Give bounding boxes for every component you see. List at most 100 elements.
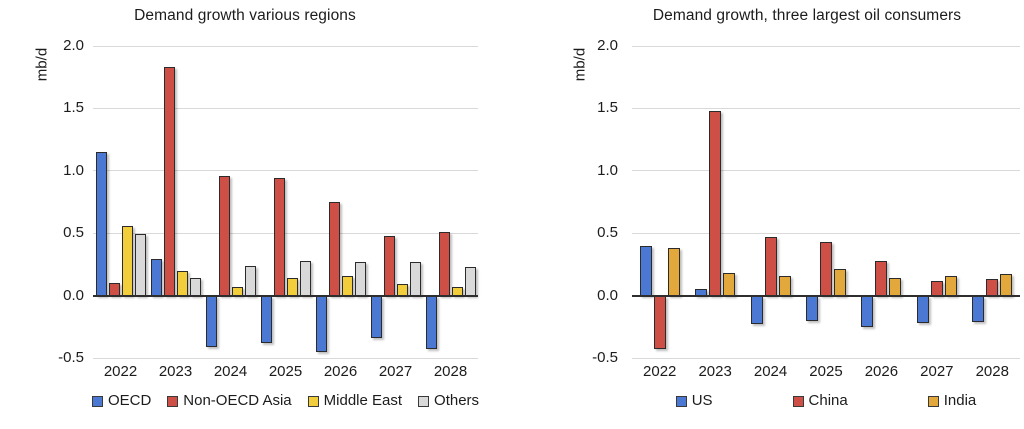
legend-label: Middle East xyxy=(323,392,403,409)
bar-non-oecd-asia xyxy=(383,235,395,296)
x-tick-label: 2027 xyxy=(920,363,954,380)
legend-swatch-oecd xyxy=(91,395,103,407)
bar-non-oecd-asia xyxy=(273,178,285,296)
legend-swatch-others xyxy=(418,395,430,407)
y-tick-label: 1.5 xyxy=(597,99,618,117)
x-tick-label: 2024 xyxy=(753,363,788,380)
chart-title-consumers: Demand growth, three largest oil consume… xyxy=(652,7,962,24)
gridline xyxy=(93,45,478,47)
bar-oecd xyxy=(150,259,162,296)
x-tick-label: 2022 xyxy=(103,363,138,380)
legend-label: India xyxy=(943,392,977,409)
chart-title-regions: Demand growth various regions xyxy=(134,7,356,24)
bar-china xyxy=(709,110,722,296)
bar-india xyxy=(723,273,736,296)
bar-india xyxy=(667,248,680,296)
y-tick-label: 0.5 xyxy=(63,224,84,242)
gridline xyxy=(632,107,1020,109)
bar-others xyxy=(134,234,146,296)
bar-us xyxy=(916,295,929,324)
bar-china xyxy=(986,279,999,296)
legend-item-india: India xyxy=(927,392,977,409)
bar-india xyxy=(834,269,846,296)
legend-swatch-non-oecd-asia xyxy=(167,395,179,407)
bar-others xyxy=(299,260,311,296)
y-tick-label: 1.5 xyxy=(63,99,84,117)
bar-india xyxy=(944,275,957,296)
bar-middle-east xyxy=(341,275,353,296)
gridline xyxy=(93,357,478,359)
gridline xyxy=(632,170,1020,172)
y-tick-label: 2.0 xyxy=(597,37,618,54)
gridline xyxy=(93,232,478,234)
bar-oecd xyxy=(260,295,272,344)
bar-oecd xyxy=(95,152,107,296)
bar-oecd xyxy=(370,295,382,339)
x-tick-label: 2026 xyxy=(323,363,358,380)
bar-us xyxy=(861,295,874,327)
bar-china xyxy=(930,280,943,296)
gridline xyxy=(632,45,1020,47)
x-axis-line xyxy=(632,294,1020,297)
y-tick-label: 0.0 xyxy=(597,286,618,304)
x-tick-label: 2026 xyxy=(864,363,899,380)
legend-item-others: Others xyxy=(418,393,479,408)
y-tick-label: 2.0 xyxy=(63,37,84,54)
legend-swatch-us xyxy=(675,395,687,407)
legend-label: US xyxy=(691,392,713,409)
bar-non-oecd-asia xyxy=(438,231,450,296)
gridline xyxy=(632,357,1020,359)
bar-middle-east xyxy=(121,225,133,296)
gridline xyxy=(632,232,1020,234)
y-tick-label: -0.5 xyxy=(592,349,618,366)
y-tick-label: 0.5 xyxy=(597,224,618,242)
bar-india xyxy=(1000,274,1013,296)
legend-swatch-india xyxy=(927,395,939,407)
bar-non-oecd-asia xyxy=(328,202,340,296)
bar-middle-east xyxy=(176,270,188,296)
bar-non-oecd-asia xyxy=(163,67,175,296)
bar-china xyxy=(764,236,777,296)
bar-india xyxy=(889,278,902,296)
legend: OECD Non-OECD Asia Middle East Others xyxy=(79,392,492,409)
bar-us xyxy=(972,295,985,322)
bar-china xyxy=(820,241,832,296)
x-tick-label: 2028 xyxy=(433,363,468,380)
bar-oecd xyxy=(315,295,327,352)
x-tick-label: 2028 xyxy=(975,363,1009,380)
legend-swatch-middle-east xyxy=(307,395,319,407)
legend-item-non-oecd-asia: Non-OECD Asia xyxy=(167,393,292,408)
x-tick-label: 2027 xyxy=(378,363,413,380)
y-tick-label: 0.0 xyxy=(63,286,84,304)
x-tick-label: 2024 xyxy=(213,363,248,380)
x-tick-label: 2025 xyxy=(809,363,843,380)
x-tick-label: 2022 xyxy=(643,363,677,380)
bar-others xyxy=(189,278,201,296)
bar-others xyxy=(464,266,476,296)
gridline xyxy=(93,170,478,172)
x-tick-label: 2023 xyxy=(158,363,193,380)
gridline xyxy=(93,107,478,109)
legend-label: OECD xyxy=(107,392,152,409)
x-axis-line xyxy=(93,294,478,297)
bar-others xyxy=(409,261,421,296)
bar-us xyxy=(750,295,763,325)
legend-item-us: US xyxy=(675,392,713,409)
bar-china xyxy=(653,295,666,350)
bar-non-oecd-asia xyxy=(218,175,230,296)
legend-label: China xyxy=(808,392,848,409)
legend-item-oecd: OECD xyxy=(91,392,152,409)
legend-swatch-china xyxy=(792,395,804,407)
x-tick-label: 2023 xyxy=(698,363,732,380)
bar-others xyxy=(244,265,256,296)
legend-item-china: China xyxy=(792,392,848,409)
y-tick-label: 1.0 xyxy=(597,161,618,179)
y-tick-label: -0.5 xyxy=(58,349,84,366)
legend-item-middle-east: Middle East xyxy=(307,392,403,409)
legend: US China India xyxy=(632,392,1020,409)
bar-india xyxy=(778,275,791,296)
bar-middle-east xyxy=(286,278,298,296)
bar-us xyxy=(639,245,652,296)
bar-us xyxy=(806,295,818,321)
